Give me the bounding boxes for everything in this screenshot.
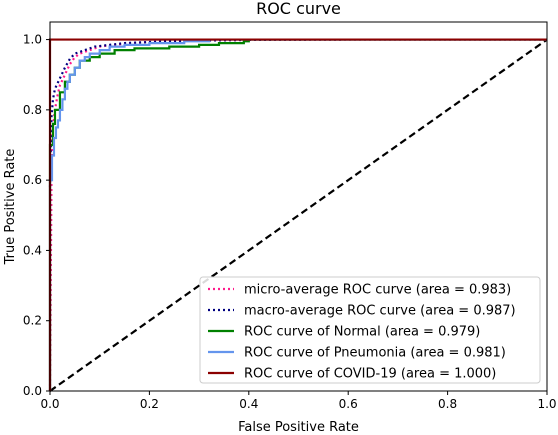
x-axis: 0.0 0.2 0.4 0.6 0.8 1.0 — [40, 391, 557, 411]
y-tick-label: 0.2 — [23, 314, 42, 328]
legend-label-4: ROC curve of COVID-19 (area = 1.000) — [244, 367, 496, 382]
y-tick-label: 0.0 — [23, 384, 42, 398]
legend-box — [199, 276, 541, 384]
legend: micro-average ROC curve (area = 0.983) ma… — [199, 276, 541, 384]
y-axis-label: True Positive Rate — [3, 149, 18, 266]
y-tick-label: 0.4 — [23, 243, 42, 257]
y-tick-label: 0.8 — [23, 103, 42, 117]
plot-frame — [49, 21, 548, 392]
x-tick-label: 0.8 — [438, 397, 457, 411]
legend-label-3: ROC curve of Pneumonia (area = 0.981) — [244, 346, 506, 361]
x-tick-label: 0.2 — [140, 397, 159, 411]
y-axis: 0.0 0.2 0.4 0.6 0.8 1.0 — [23, 33, 50, 398]
legend-label-0: micro-average ROC curve (area = 0.983) — [244, 283, 511, 298]
y-tick-label: 0.6 — [23, 173, 42, 187]
series-line-3 — [48, 38, 547, 391]
y-tick-label: 1.0 — [23, 33, 42, 47]
x-tick-label: 0.4 — [239, 397, 258, 411]
legend-label-1: macro-average ROC curve (area = 0.987) — [244, 304, 516, 319]
series-line-1 — [48, 38, 547, 188]
chart-title: ROC curve — [256, 0, 341, 18]
x-axis-label: False Positive Rate — [238, 420, 359, 435]
x-tick-label: 0.6 — [339, 397, 358, 411]
x-tick-label: 1.0 — [537, 397, 556, 411]
chance-diagonal-line — [49, 38, 548, 392]
legend-label-2: ROC curve of Normal (area = 0.979) — [244, 325, 480, 340]
x-tick-label: 0.0 — [40, 397, 59, 411]
